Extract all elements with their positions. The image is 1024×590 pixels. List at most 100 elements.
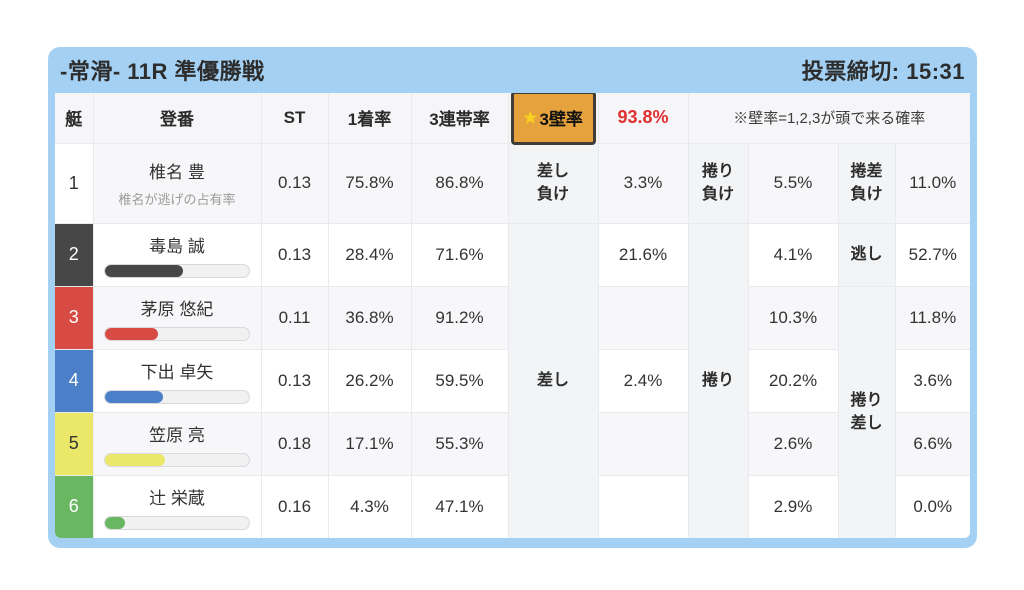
label-makurizashi-merged: 捲り 差し <box>837 285 896 538</box>
table-row: 6 辻 栄蔵 0.16 4.3% 47.1% 2.9% 0.0% <box>55 474 970 538</box>
value-cell: 52.7% <box>894 222 970 287</box>
boat-number-cell: 1 <box>55 142 94 224</box>
top3-rate-value: 59.5% <box>410 348 509 413</box>
top3-rate-value: 47.1% <box>410 474 509 538</box>
win-rate-value: 26.2% <box>327 348 412 413</box>
value-cell: 10.3% <box>747 285 839 350</box>
stats-table-wrap: 艇 登番 ST 1着率 3連帯率 ★ 3壁率 93.8% ※壁率=1,2,3が頭… <box>55 93 970 538</box>
label-makurizashi-make: 捲差 負け <box>837 142 896 224</box>
win-rate-value: 75.8% <box>327 142 412 224</box>
st-value: 0.13 <box>260 222 329 287</box>
win-rate-value: 36.8% <box>327 285 412 350</box>
racer-cell: 毒島 誠 <box>92 222 262 287</box>
label-nigashi: 逃し <box>837 222 896 287</box>
label-line: 差し <box>850 415 883 433</box>
boat-number-cell: 6 <box>55 474 94 538</box>
share-bar-fill <box>105 516 126 529</box>
top3-rate-value: 86.8% <box>410 142 509 224</box>
racer-name: 茅原 悠紀 <box>140 299 214 319</box>
value-cell <box>597 285 689 350</box>
wall-rate-value: 93.8% <box>597 93 689 144</box>
win-rate-value: 17.1% <box>327 411 412 476</box>
col-header-boat: 艇 <box>55 93 94 144</box>
racer-name: 辻 栄蔵 <box>149 488 205 508</box>
label-line: 負け <box>850 186 883 203</box>
racer-name: 椎名 豊 <box>149 163 205 182</box>
value-cell: 11.8% <box>894 285 970 350</box>
boat-number-cell: 2 <box>55 222 94 287</box>
racer-cell: 辻 栄蔵 <box>92 474 262 538</box>
share-bar <box>104 389 250 404</box>
win-rate-value: 4.3% <box>327 474 412 538</box>
label-sashi-make: 差し 負け <box>507 142 599 224</box>
share-bar-fill <box>105 264 183 277</box>
value-cell: 0.0% <box>894 474 970 538</box>
wall-rate-note: ※壁率=1,2,3が頭で来る確率 <box>687 93 970 144</box>
share-bar <box>104 515 250 530</box>
label-line: 負け <box>536 186 569 203</box>
col-header-st: ST <box>260 93 329 144</box>
value-cell: 2.9% <box>747 474 839 538</box>
racer-cell: 下出 卓矢 <box>92 348 262 413</box>
stats-table: 艇 登番 ST 1着率 3連帯率 ★ 3壁率 93.8% ※壁率=1,2,3が頭… <box>55 93 970 538</box>
label-line: 負け <box>701 186 734 203</box>
racer-cell: 茅原 悠紀 <box>92 285 262 350</box>
race-title: -常滑- 11R 準優勝戦 <box>60 59 265 84</box>
st-value: 0.16 <box>260 474 329 538</box>
race-info-card: -常滑- 11R 準優勝戦 投票締切: 15:31 艇 登番 ST 1着率 3連… <box>48 47 977 548</box>
table-row: 3 茅原 悠紀 0.11 36.8% 91.2% 10.3% 捲り 差し <box>55 285 970 538</box>
value-cell: 5.5% <box>747 142 839 224</box>
wall-rate-label: 3壁率 <box>539 110 583 130</box>
label-sashi-merged: 差し <box>507 222 599 538</box>
label-line: 捲り <box>850 392 883 410</box>
value-cell: 21.6% <box>597 222 689 287</box>
share-bar-fill <box>105 453 166 466</box>
table-row: 4 下出 卓矢 0.13 26.2% 59.5% 2.4% 20.2% 3.6% <box>55 348 970 413</box>
card-header: -常滑- 11R 準優勝戦 投票締切: 15:31 <box>48 47 977 93</box>
share-bar <box>104 452 250 467</box>
st-value: 0.11 <box>260 285 329 350</box>
share-bar <box>104 326 250 341</box>
racer-cell: 笠原 亮 <box>92 411 262 476</box>
label-line: 捲差 <box>850 162 883 180</box>
st-value: 0.13 <box>260 348 329 413</box>
top3-rate-value: 91.2% <box>410 285 509 350</box>
racer-cell: 椎名 豊 椎名が逃げの占有率 <box>92 142 262 224</box>
racer-name: 笠原 亮 <box>149 425 205 445</box>
star-icon: ★ <box>523 109 538 127</box>
vote-deadline: 投票締切: 15:31 <box>801 59 965 84</box>
racer-name: 毒島 誠 <box>149 236 205 256</box>
value-cell: 2.4% <box>597 348 689 413</box>
st-value: 0.18 <box>260 411 329 476</box>
racer-name: 下出 卓矢 <box>140 362 214 382</box>
col-header-top3-rate: 3連帯率 <box>410 93 509 144</box>
win-rate-value: 28.4% <box>327 222 412 287</box>
table-row: 5 笠原 亮 0.18 17.1% 55.3% 2.6% 6.6% <box>55 411 970 476</box>
top3-rate-value: 55.3% <box>410 411 509 476</box>
value-cell: 3.3% <box>597 142 689 224</box>
value-cell: 4.1% <box>747 222 839 287</box>
label-line: 差し <box>536 162 569 180</box>
label-makuri-merged: 捲り <box>687 222 749 538</box>
value-cell: 20.2% <box>747 348 839 413</box>
value-cell: 2.6% <box>747 411 839 476</box>
table-row: 2 毒島 誠 0.13 28.4% 71.6% 差し 21.6% 捲り 4.1%… <box>55 222 970 538</box>
value-cell: 11.0% <box>894 142 970 224</box>
boat-number-cell: 5 <box>55 411 94 476</box>
table-row: 1 椎名 豊 椎名が逃げの占有率 0.13 75.8% 86.8% 差し 負け … <box>55 142 970 224</box>
boat-number-cell: 4 <box>55 348 94 413</box>
st-value: 0.13 <box>260 142 329 224</box>
boat-number-cell: 3 <box>55 285 94 350</box>
wall-rate-badge[interactable]: ★ 3壁率 <box>510 93 596 145</box>
value-cell <box>597 411 689 476</box>
value-cell: 6.6% <box>894 411 970 476</box>
col-header-entry: 登番 <box>92 93 262 144</box>
share-bar <box>104 263 250 278</box>
label-line: 捲り <box>701 162 734 180</box>
share-bar-fill <box>105 390 163 403</box>
col-header-wall-rate: ★ 3壁率 <box>507 93 599 145</box>
value-cell: 3.6% <box>894 348 970 413</box>
col-header-win-rate: 1着率 <box>327 93 412 144</box>
label-makuri-make: 捲り 負け <box>687 142 749 224</box>
value-cell <box>597 474 689 538</box>
